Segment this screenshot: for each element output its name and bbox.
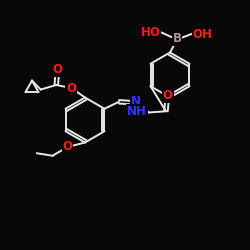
Text: B: B (172, 32, 182, 46)
Text: O: O (62, 140, 72, 153)
Text: HO: HO (140, 26, 160, 39)
Text: O: O (163, 89, 173, 102)
Text: O: O (66, 82, 76, 94)
Text: N: N (131, 96, 141, 108)
Text: NH: NH (127, 105, 147, 118)
Text: O: O (52, 63, 62, 76)
Text: OH: OH (193, 28, 212, 40)
